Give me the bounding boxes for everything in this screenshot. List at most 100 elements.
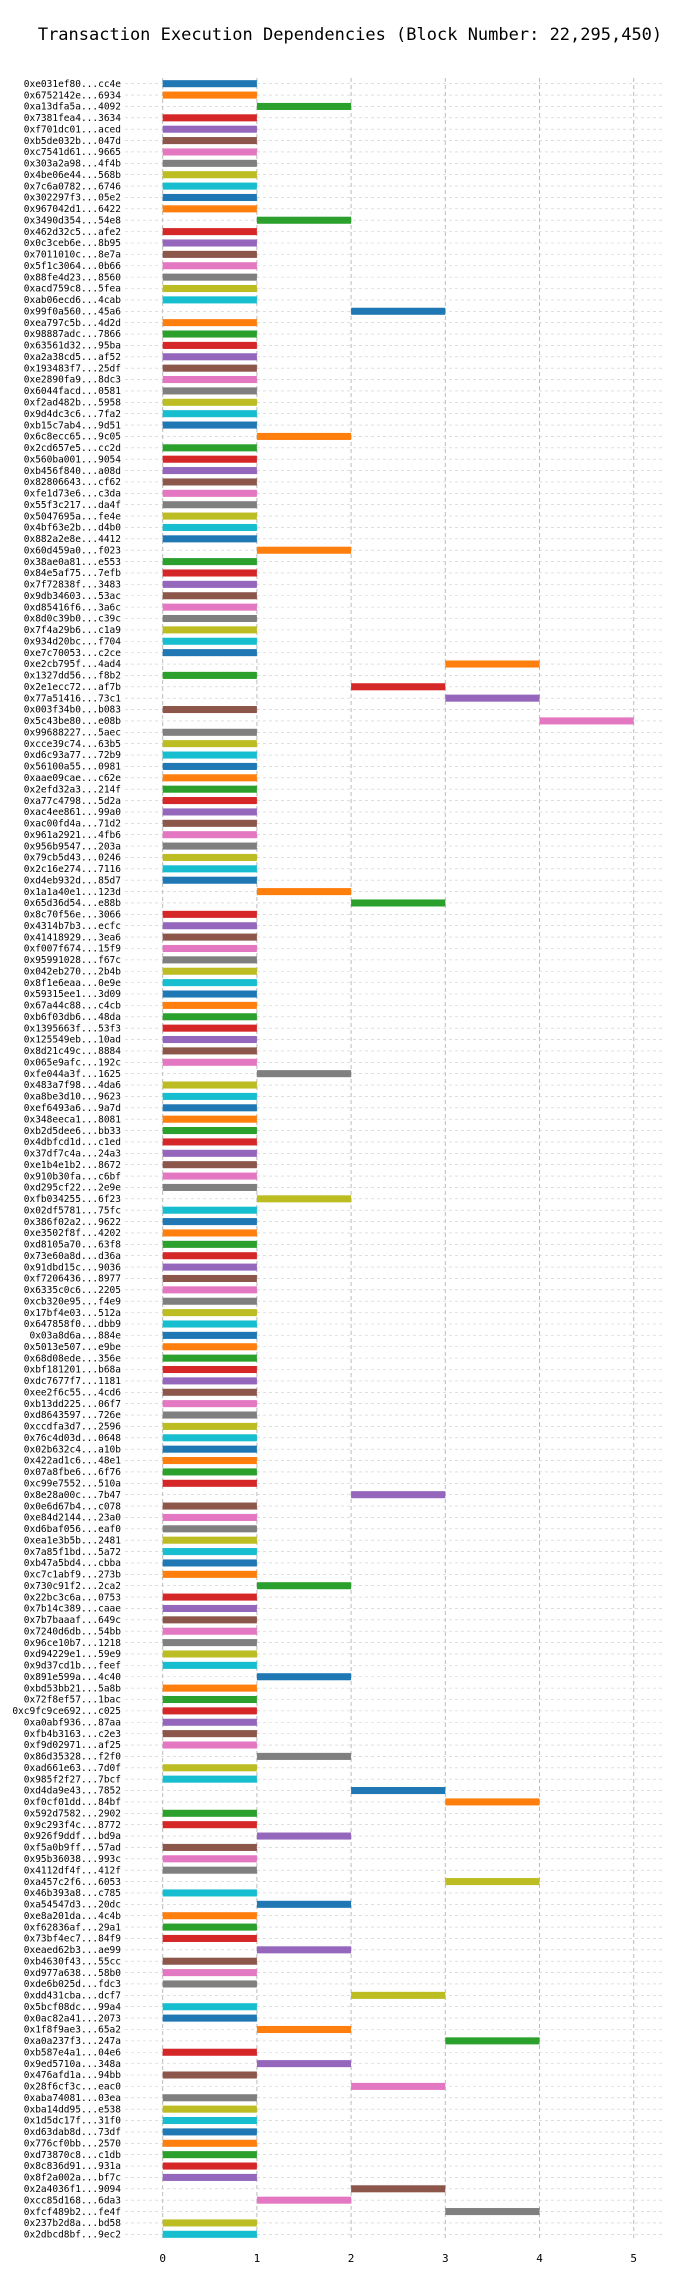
- transaction-label: 0x2dbcd8bf...9ec2: [24, 2230, 121, 2241]
- transaction-bar: [162, 501, 257, 509]
- transaction-label: 0x4112df4f...412f: [24, 1865, 121, 1876]
- transaction-label: 0xd977a638...58b0: [24, 1968, 122, 1979]
- transaction-bar: [162, 2139, 257, 2147]
- transaction-label: 0x2cd657e5...cc2d: [24, 443, 121, 454]
- transaction-bar: [162, 1388, 257, 1396]
- transaction-label: 0x73bf4ec7...84f9: [24, 1934, 122, 1945]
- transaction-label: 0x60d459a0...f023: [24, 545, 121, 556]
- transaction-label: 0x6c8ecc65...9c05: [24, 432, 121, 443]
- transaction-label: 0x303a2a98...4f4b: [24, 159, 122, 170]
- transaction-bar: [162, 1570, 257, 1578]
- transaction-label: 0x956b9547...203a: [24, 841, 121, 852]
- transaction-bar: [256, 1832, 352, 1840]
- transaction-bar: [162, 523, 257, 531]
- transaction-label: 0x07a8fbe6...6f76: [24, 1467, 122, 1478]
- transaction-bar: [162, 1604, 257, 1612]
- transaction-bar: [162, 762, 257, 770]
- transaction-bar: [162, 1616, 257, 1624]
- transaction-label: 0x5f1c3064...0b66: [24, 261, 122, 272]
- transaction-bar: [256, 2025, 352, 2034]
- transaction-bar: [351, 307, 446, 315]
- transaction-bar: [162, 193, 257, 202]
- transaction-bar: [445, 1878, 540, 1886]
- transaction-bar: [162, 1297, 257, 1305]
- transaction-label: 0x302297f3...05e2: [24, 193, 121, 204]
- transaction-bar: [162, 148, 257, 156]
- transaction-bar: [162, 205, 257, 213]
- transaction-bar: [162, 535, 257, 543]
- transaction-label: 0x86d35328...f2f0: [24, 1752, 122, 1763]
- transaction-bar: [162, 1912, 257, 1920]
- transaction-bar: [162, 740, 257, 748]
- transaction-label: 0xcce39c74...63b5: [24, 739, 121, 750]
- transaction-label: 0xc7541d61...9665: [24, 147, 121, 158]
- transaction-bar: [256, 2060, 352, 2068]
- transaction-label: 0xfe1d73e6...c3da: [24, 489, 121, 500]
- transaction-label: 0xe84d2144...23a0: [24, 1513, 122, 1524]
- transaction-bar: [162, 614, 257, 623]
- transaction-bar: [162, 1161, 257, 1169]
- transaction-label: 0x41418929...3ea6: [24, 932, 122, 943]
- transaction-bar: [162, 967, 257, 975]
- transaction-label: 0x37df7c4a...24a3: [24, 1149, 121, 1160]
- transaction-bar: [162, 558, 257, 566]
- transaction-label: 0xa8be3d10...9623: [24, 1092, 121, 1103]
- transaction-bar: [445, 1798, 540, 1806]
- transaction-label: 0xf007f674...15f9: [24, 944, 122, 955]
- transaction-bar: [162, 1274, 257, 1283]
- transaction-label: 0x9d4dc3c6...7fa2: [24, 409, 121, 420]
- transaction-label: 0xdd431cba...dcf7: [24, 1991, 121, 2002]
- transaction-label: 0x926f9ddf...bd9a: [24, 1831, 121, 1842]
- transaction-label: 0xeaed62b3...ae99: [24, 1945, 122, 1956]
- transaction-label: 0xc7c1abf9...273b: [24, 1570, 122, 1581]
- transaction-label: 0xd295cf22...2e9e: [24, 1183, 122, 1194]
- transaction-label: 0x476afd1a...94bb: [24, 2070, 122, 2081]
- transaction-bar: [162, 990, 257, 998]
- transaction-label: 0x8e28a00c...7b47: [24, 1490, 121, 1501]
- transaction-bar: [162, 797, 257, 805]
- x-tick-label: 5: [630, 2252, 637, 2265]
- transaction-label: 0xf7206436...8977: [24, 1274, 121, 1285]
- transaction-label: 0xf62836af...29a1: [24, 1922, 122, 1933]
- transaction-bar: [351, 2082, 446, 2090]
- transaction-label: 0xee2f6c55...4cd6: [24, 1387, 122, 1398]
- transaction-bar: [162, 1957, 257, 1965]
- transaction-bar: [162, 922, 257, 930]
- transaction-label: 0xd4eb932d...85d7: [24, 875, 121, 886]
- transaction-label: 0x2efd32a3...214f: [24, 784, 121, 795]
- transaction-bar: [162, 910, 257, 918]
- chart-title: Transaction Execution Dependencies (Bloc…: [38, 25, 662, 45]
- transaction-bar: [162, 1934, 257, 1942]
- transaction-bar: [162, 1479, 257, 1487]
- transaction-label: 0x5013e507...e9be: [24, 1342, 122, 1353]
- transaction-bar: [256, 1752, 352, 1760]
- transaction-bar: [162, 1764, 257, 1772]
- transaction-label: 0x730c91f2...2ca2: [24, 1581, 121, 1592]
- transaction-bar: [445, 2037, 540, 2045]
- transaction-bar: [162, 1229, 257, 1237]
- transaction-bar: [256, 1070, 352, 1078]
- transaction-bar: [162, 1889, 257, 1897]
- transaction-label: 0xd73870c8...c1db: [24, 2150, 122, 2161]
- transaction-bar: [162, 80, 257, 88]
- transaction-bar: [162, 1400, 257, 1408]
- transaction-bar: [162, 1695, 257, 1704]
- transaction-label: 0x79cb5d43...0246: [24, 853, 122, 864]
- transaction-label: 0xb5de032b...047d: [24, 136, 121, 147]
- transaction-label: 0x462d32c5...afe2: [24, 227, 121, 238]
- transaction-bar: [256, 432, 352, 440]
- transaction-label: 0x98887adc...7866: [24, 329, 122, 340]
- transaction-bar: [162, 1434, 257, 1442]
- transaction-label: 0xc99e7552...510a: [24, 1479, 121, 1490]
- transaction-label: 0xe2cb795f...4ad4: [24, 659, 122, 670]
- transaction-bar: [162, 137, 257, 145]
- transaction-label: 0x63561d32...95ba: [24, 341, 121, 352]
- transaction-bar: [351, 1991, 446, 1999]
- transaction-bar: [162, 250, 257, 258]
- transaction-bar: [162, 2071, 257, 2079]
- transaction-bar: [162, 91, 257, 99]
- transaction-bar: [162, 2151, 257, 2159]
- transaction-bar: [162, 1730, 257, 1738]
- transaction-bar: [162, 671, 257, 679]
